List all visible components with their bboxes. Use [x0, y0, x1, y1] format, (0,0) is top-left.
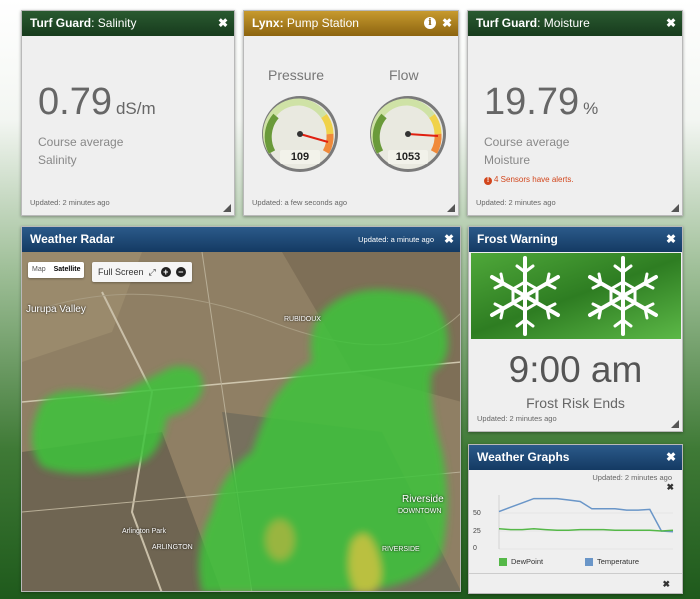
- place-label: ARLINGTON: [152, 544, 193, 551]
- resize-handle[interactable]: [223, 204, 231, 212]
- close-icon[interactable]: ✖: [665, 232, 676, 246]
- legend-swatch: [499, 557, 507, 566]
- salinity-value: 0.79: [38, 81, 112, 123]
- fullscreen-label: Full Screen: [98, 267, 144, 277]
- moisture-line2: Moisture: [484, 153, 531, 167]
- moisture-widget: Turf Guard: Moisture ✖ 19.79% Course ave…: [467, 10, 683, 216]
- moisture-value: 19.79: [484, 81, 580, 123]
- snowflake-icon: [490, 256, 560, 336]
- place-label: RIVERSIDE: [382, 546, 420, 553]
- salinity-reading: 0.79 dS/m: [38, 81, 156, 124]
- legend-temperature-label: Temperature: [597, 557, 640, 566]
- salinity-description: Course average Salinity: [38, 133, 123, 169]
- frost-time: 9:00 am: [508, 349, 643, 390]
- pressure-value: 109: [290, 151, 310, 163]
- pump-title-bold: Lynx:: [252, 16, 284, 30]
- divider: [469, 573, 682, 574]
- map-type-map[interactable]: Map: [32, 266, 46, 273]
- close-icon[interactable]: ✖: [665, 16, 676, 30]
- zoom-out-icon[interactable]: −: [175, 267, 186, 277]
- place-label: DOWNTOWN: [398, 508, 442, 515]
- moisture-title-rest: : Moisture: [537, 16, 590, 30]
- moisture-reading: 19.79%: [484, 81, 598, 124]
- pump-updated: Updated: a few seconds ago: [252, 198, 348, 207]
- moisture-title-bold: Turf Guard: [476, 16, 538, 30]
- place-label: Jurupa Valley: [26, 304, 86, 315]
- close-icon[interactable]: ✖: [666, 482, 674, 492]
- salinity-title-bold: Turf Guard: [30, 16, 92, 30]
- moisture-alert[interactable]: ! 4 Sensors have alerts.: [484, 171, 574, 189]
- place-label: Arlington Park: [122, 528, 166, 535]
- moisture-updated: Updated: 2 minutes ago: [476, 198, 556, 207]
- frost-snowflake-image: [471, 253, 681, 339]
- close-icon[interactable]: ✖: [665, 450, 676, 464]
- graphs-header: Weather Graphs ✖: [469, 445, 682, 470]
- moisture-unit: %: [583, 99, 599, 118]
- radar-updated: Updated: a minute ago: [358, 235, 434, 244]
- salinity-line2: Salinity: [38, 153, 77, 167]
- weather-graphs-widget: Weather Graphs ✖ Updated: 2 minutes ago …: [468, 444, 683, 594]
- graphs-title: Weather Graphs: [477, 450, 570, 464]
- resize-handle[interactable]: [447, 204, 455, 212]
- info-icon[interactable]: i: [424, 17, 436, 29]
- flow-value: 1053: [395, 151, 421, 163]
- y-tick-label: 25: [473, 528, 481, 535]
- salinity-updated: Updated: 2 minutes ago: [30, 198, 110, 207]
- map-type-satellite[interactable]: Satellite: [53, 266, 81, 273]
- close-icon[interactable]: ✖: [662, 579, 670, 589]
- temperature-series-line: [498, 497, 674, 533]
- y-tick-label: 0: [473, 545, 477, 552]
- radar-header: Weather Radar Updated: a minute ago ✖: [22, 227, 460, 252]
- graphs-updated: Updated: 2 minutes ago: [592, 473, 672, 482]
- place-label: RUBIDOUX: [284, 316, 321, 323]
- weather-radar-widget: Weather Radar Updated: a minute ago ✖: [21, 226, 461, 592]
- pump-station-widget: Lynx: Pump Station i ✖ Pressure Flow 109…: [243, 10, 459, 216]
- frost-title: Frost Warning: [477, 232, 558, 246]
- alert-icon: !: [484, 177, 492, 185]
- close-icon[interactable]: ✖: [441, 16, 452, 30]
- place-label: Riverside: [402, 494, 444, 505]
- resize-handle[interactable]: [671, 204, 679, 212]
- legend-temperature[interactable]: Temperature: [585, 557, 639, 566]
- salinity-widget: Turf Guard: Salinity ✖ 0.79 dS/m Course a…: [21, 10, 235, 216]
- moisture-line1: Course average: [484, 135, 570, 149]
- weather-line-chart: [498, 495, 674, 550]
- expand-icon: ⤢: [148, 267, 156, 277]
- salinity-line1: Course average: [38, 135, 124, 149]
- snowflake-icon: [588, 256, 658, 336]
- pump-title-rest: Pump Station: [283, 16, 359, 30]
- salinity-header: Turf Guard: Salinity ✖: [22, 11, 234, 36]
- close-icon[interactable]: ✖: [217, 16, 228, 30]
- legend-dewpoint[interactable]: DewPoint: [499, 557, 543, 566]
- fullscreen-button[interactable]: Full Screen ⤢ + −: [92, 262, 192, 282]
- close-icon[interactable]: ✖: [443, 232, 454, 246]
- radar-map[interactable]: Map Satellite Full Screen ⤢ + − Jurupa V…: [22, 252, 460, 591]
- moisture-description: Course average Moisture ! 4 Sensors have …: [484, 133, 574, 189]
- radar-precipitation-overlay: [32, 289, 448, 591]
- satellite-imagery: [22, 252, 460, 591]
- salinity-unit: dS/m: [115, 99, 156, 118]
- pump-header: Lynx: Pump Station i ✖: [244, 11, 458, 36]
- moisture-alert-text: 4 Sensors have alerts.: [494, 175, 574, 184]
- frost-header: Frost Warning ✖: [469, 227, 682, 252]
- flow-label: Flow: [389, 67, 419, 83]
- frost-warning-widget: Frost Warning ✖: [468, 226, 683, 432]
- dewpoint-series-line: [498, 528, 674, 532]
- zoom-in-icon[interactable]: +: [160, 267, 171, 277]
- legend-dewpoint-label: DewPoint: [511, 557, 544, 566]
- frost-updated: Updated: 2 minutes ago: [477, 414, 557, 423]
- resize-handle[interactable]: [671, 420, 679, 428]
- flow-gauge: [370, 96, 446, 172]
- legend-swatch: [585, 557, 593, 566]
- pressure-label: Pressure: [268, 67, 325, 83]
- salinity-title-rest: : Salinity: [91, 16, 137, 30]
- y-tick-label: 50: [473, 510, 481, 517]
- radar-title: Weather Radar: [30, 232, 115, 246]
- map-type-toggle[interactable]: Map Satellite: [28, 262, 85, 278]
- frost-subtitle: Frost Risk Ends: [526, 395, 625, 411]
- pressure-gauge: [262, 96, 338, 172]
- moisture-header: Turf Guard: Moisture ✖: [468, 11, 682, 36]
